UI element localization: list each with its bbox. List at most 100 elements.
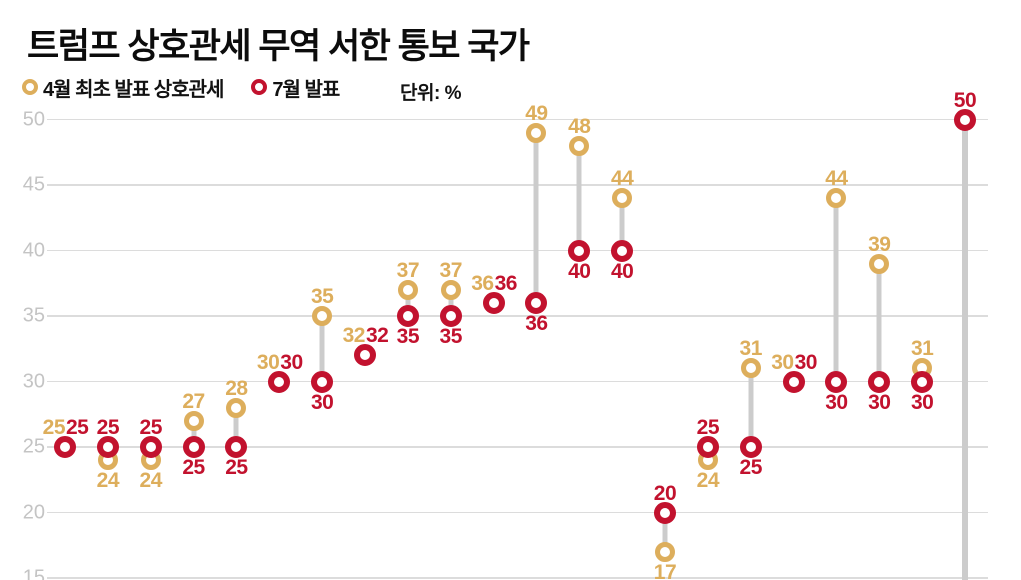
april-point	[397, 279, 418, 300]
july-point	[268, 370, 291, 393]
legend-april-label: 4월 최초 발표 상호관세	[43, 78, 224, 101]
july-point	[439, 305, 462, 327]
connector-line	[619, 198, 625, 251]
july-point	[739, 436, 762, 458]
april-point	[440, 279, 461, 300]
y-axis-tick-label: 40	[22, 239, 45, 261]
y-axis-tick-label: 20	[22, 501, 45, 523]
legend-july-label: 7월 발표	[272, 78, 340, 101]
july-value-label: 35	[439, 325, 463, 348]
april-value-label: 37	[439, 258, 463, 282]
april-value-label: 35	[310, 285, 334, 308]
july-point	[953, 108, 976, 131]
y-axis-tick-label: 35	[22, 304, 45, 327]
july-point	[353, 344, 376, 367]
april-point	[826, 188, 847, 209]
july-value-label: 50	[953, 88, 977, 112]
april-value-label: 17	[653, 560, 677, 580]
july-point	[225, 436, 248, 458]
july-value-label: 30	[868, 390, 891, 414]
july-ring-icon	[251, 79, 268, 95]
july-point	[868, 370, 891, 393]
july-value-label: 36	[494, 271, 518, 295]
april-point	[312, 306, 333, 326]
july-value-label: 30	[310, 390, 334, 414]
july-point	[54, 436, 76, 458]
april-point	[183, 410, 204, 431]
y-axis-tick-label: 25	[22, 435, 45, 458]
connector-line	[233, 407, 239, 447]
connector-line	[319, 316, 325, 382]
gridline	[47, 446, 988, 448]
july-point	[182, 436, 205, 458]
gridline	[47, 184, 988, 186]
april-value-label: 31	[739, 337, 763, 361]
april-value-label: 32	[342, 324, 366, 348]
july-point	[96, 436, 119, 458]
april-point	[654, 541, 675, 562]
gridline	[47, 118, 988, 121]
y-axis-tick-label: 30	[22, 370, 45, 392]
july-point	[825, 370, 848, 393]
july-point	[611, 239, 634, 262]
april-value-label: 28	[225, 376, 248, 400]
gridline	[47, 249, 988, 252]
july-value-label: 25	[66, 416, 89, 439]
april-point	[612, 188, 633, 209]
april-value-label: 39	[868, 232, 891, 256]
july-value-label: 32	[365, 324, 389, 348]
july-value-label: 30	[910, 390, 934, 414]
gridline	[47, 380, 988, 383]
july-point	[525, 291, 548, 314]
connector-line	[405, 289, 411, 316]
july-point	[396, 305, 419, 327]
april-value-label: 31	[910, 337, 934, 361]
connector-line	[961, 119, 968, 580]
april-point	[526, 122, 547, 143]
july-value-label: 36	[525, 311, 548, 335]
april-ring-icon	[22, 79, 38, 95]
unit-label: 단위: %	[400, 83, 461, 104]
july-point	[696, 436, 719, 458]
july-value-label: 30	[825, 390, 848, 414]
july-value-label: 40	[568, 259, 591, 283]
july-value-label: 25	[696, 416, 720, 439]
july-value-label: 35	[396, 325, 420, 348]
april-value-label: 25	[42, 416, 66, 439]
april-value-label: 24	[696, 469, 720, 493]
july-point	[568, 239, 591, 262]
april-value-label: 48	[568, 114, 591, 138]
gridline	[47, 511, 988, 514]
april-value-label: 27	[182, 389, 205, 413]
legend-item-july: 7월 발표	[251, 73, 340, 102]
april-value-label: 49	[525, 101, 548, 125]
connector-line	[448, 289, 454, 316]
april-point	[740, 358, 761, 379]
july-value-label: 40	[610, 259, 634, 283]
july-point	[482, 291, 505, 314]
april-value-label: 44	[825, 167, 848, 191]
july-point	[139, 436, 162, 458]
page-title: 트럼프 상호관세 무역 서한 통보 국가	[27, 27, 530, 66]
july-value-label: 25	[139, 416, 163, 439]
april-value-label: 44	[610, 167, 634, 191]
april-value-label: 24	[139, 469, 163, 493]
connector-line	[748, 368, 754, 447]
july-point	[311, 370, 334, 393]
april-value-label: 24	[96, 469, 120, 493]
y-axis-tick-label: 15	[22, 566, 45, 580]
april-point	[869, 253, 890, 274]
legend-item-april: 4월 최초 발표 상호관세	[22, 73, 224, 102]
april-value-label: 36	[471, 271, 494, 295]
april-value-label: 37	[396, 258, 420, 282]
july-value-label: 20	[653, 481, 677, 505]
july-point	[653, 501, 676, 524]
y-axis-tick-label: 45	[22, 173, 45, 196]
connector-line	[662, 512, 668, 552]
april-point	[569, 135, 590, 156]
april-point	[226, 397, 247, 418]
gridline	[47, 315, 988, 317]
july-point	[782, 370, 805, 393]
connector-line	[191, 420, 197, 447]
